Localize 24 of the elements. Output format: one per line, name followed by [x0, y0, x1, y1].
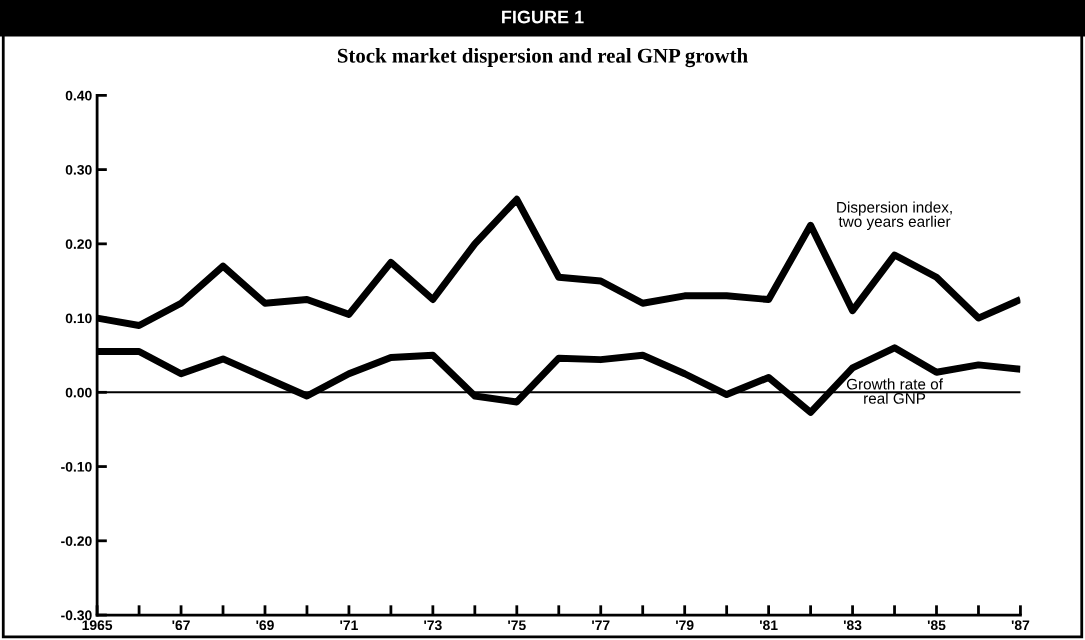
x-tick-label: '69 — [256, 620, 274, 631]
x-tick-label: '67 — [172, 620, 190, 631]
x-tick-label: 1965 — [82, 620, 113, 631]
x-tick-label: '79 — [676, 620, 694, 631]
y-tick-label: 0.20 — [65, 239, 92, 250]
y-tick-label: 0.30 — [65, 164, 92, 175]
x-tick-label: '73 — [424, 620, 442, 631]
chart-title: FIGURE 1 — [502, 10, 584, 24]
x-tick-label: '71 — [340, 620, 358, 630]
y-tick-label: 0.40 — [65, 90, 92, 101]
y-tick-label: -0.20 — [61, 536, 92, 546]
y-tick-label: 0.00 — [65, 387, 92, 398]
x-tick-label: '81 — [759, 620, 778, 631]
x-tick-label: '83 — [843, 620, 862, 631]
x-tick-label: '85 — [927, 620, 946, 631]
series-label: Dispersion index, two years earlier — [837, 201, 952, 230]
chart-subtitle: Stock market dispersion and real GNP growth — [337, 48, 748, 68]
y-tick-label: -0.10 — [61, 461, 92, 472]
series-label: Growth rate of real GNP — [846, 378, 943, 404]
y-tick-label: 0.10 — [65, 313, 92, 324]
x-tick-label: '75 — [508, 620, 526, 631]
x-tick-label: '77 — [592, 620, 610, 630]
x-tick-label: '87 — [1011, 620, 1030, 631]
y-tick-label: -0.30 — [61, 610, 92, 621]
